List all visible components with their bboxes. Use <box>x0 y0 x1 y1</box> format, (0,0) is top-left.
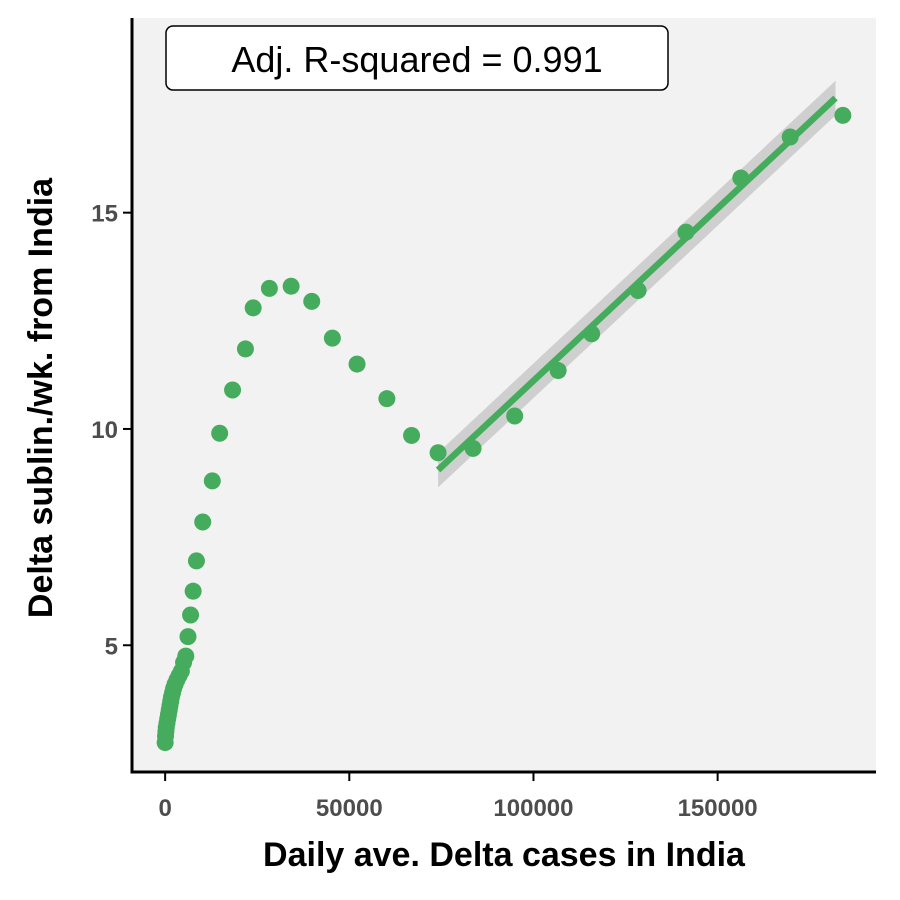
data-point <box>323 329 341 347</box>
data-point <box>203 472 221 490</box>
data-point <box>236 340 254 358</box>
data-point <box>549 362 567 380</box>
data-points-layer <box>156 106 852 752</box>
data-point <box>184 582 202 600</box>
x-tick-label: 50000 <box>316 795 383 822</box>
y-tick-label: 5 <box>105 633 118 660</box>
data-point <box>224 381 242 399</box>
data-point <box>282 277 300 295</box>
x-axis-title: Daily ave. Delta cases in India <box>263 836 746 874</box>
x-tick-label: 0 <box>158 795 171 822</box>
data-point <box>187 552 205 570</box>
y-axis-title: Delta sublin./wk. from India <box>22 177 60 618</box>
data-point <box>194 513 212 531</box>
data-point <box>378 390 396 408</box>
data-point <box>403 426 421 444</box>
data-point <box>506 407 524 425</box>
fit-line <box>435 95 838 473</box>
data-point <box>348 355 366 373</box>
data-point <box>834 106 852 124</box>
data-point <box>179 628 197 646</box>
y-axis-ticks: 5 10 15 <box>91 201 132 660</box>
data-point <box>182 606 200 624</box>
y-tick-label: 10 <box>91 417 118 444</box>
r-squared-annotation: Adj. R-squared = 0.991 <box>165 25 669 91</box>
y-tick-label: 15 <box>91 201 118 228</box>
data-point <box>260 279 278 297</box>
annotation-text: Adj. R-squared = 0.991 <box>231 39 602 80</box>
data-point <box>244 299 262 317</box>
data-point <box>211 424 229 442</box>
fit-line-layer <box>435 95 838 473</box>
x-tick-label: 100000 <box>493 795 573 822</box>
x-axis-ticks: 0 50000 100000 150000 <box>158 772 758 822</box>
annotation-box <box>165 25 669 91</box>
x-tick-label: 150000 <box>678 795 758 822</box>
data-point <box>177 647 195 665</box>
data-point <box>429 444 447 462</box>
data-point <box>303 292 321 310</box>
